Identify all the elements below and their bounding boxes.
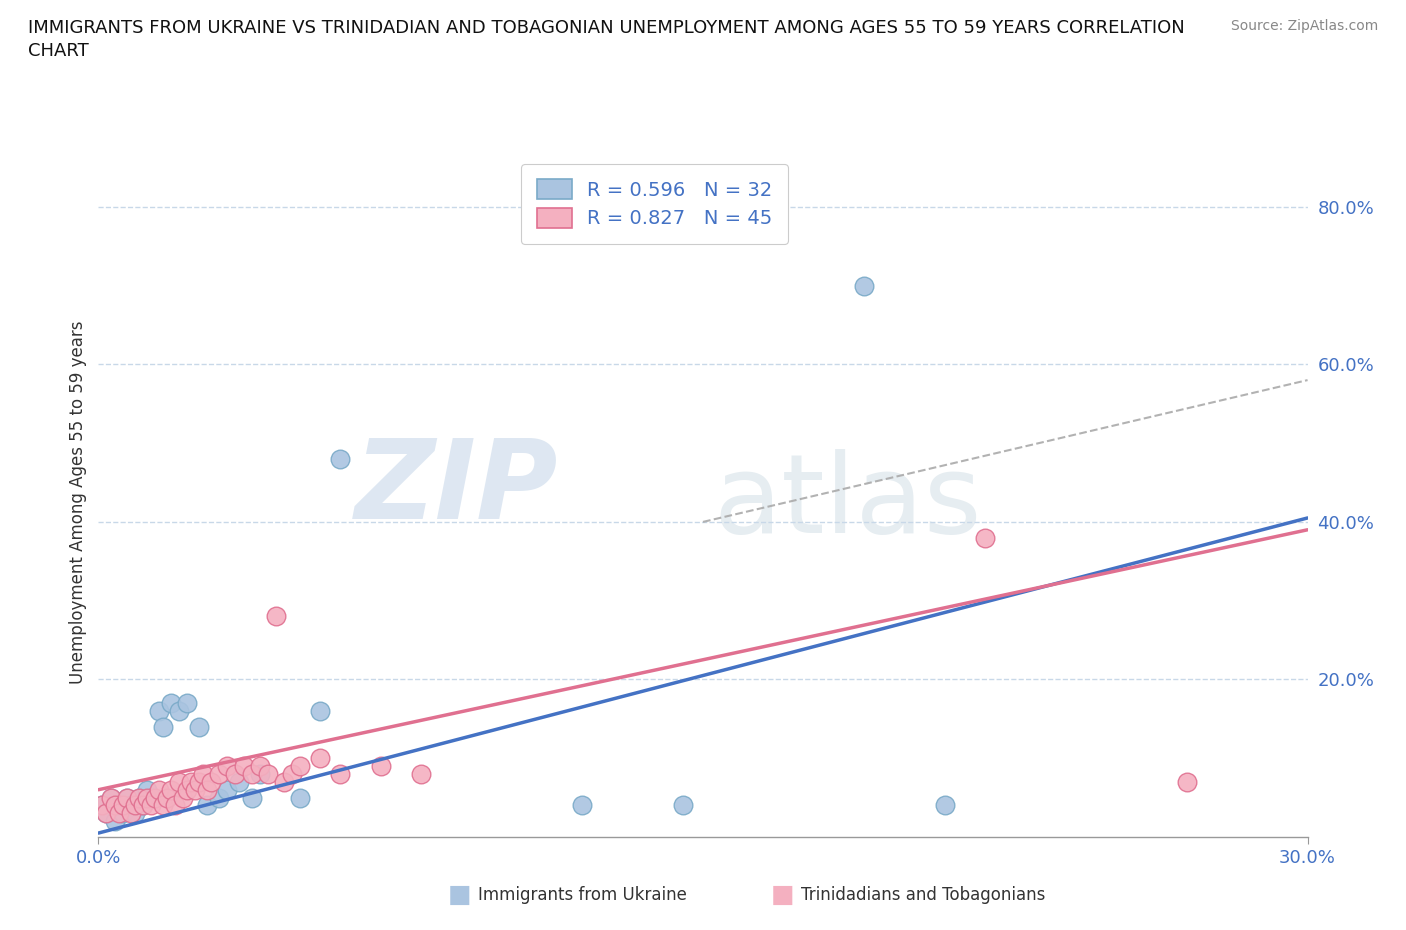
- Y-axis label: Unemployment Among Ages 55 to 59 years: Unemployment Among Ages 55 to 59 years: [69, 321, 87, 684]
- Point: [156, 790, 179, 805]
- Point: [96, 806, 118, 821]
- Point: [172, 790, 194, 805]
- Point: [176, 696, 198, 711]
- Point: [160, 696, 183, 711]
- Point: [249, 766, 271, 781]
- Point: [148, 703, 170, 718]
- Point: [228, 775, 250, 790]
- Point: [132, 798, 155, 813]
- Point: [139, 798, 162, 813]
- Point: [193, 766, 215, 781]
- Point: [128, 790, 150, 805]
- Point: [115, 790, 138, 805]
- Point: [217, 782, 239, 797]
- Point: [934, 798, 956, 813]
- Point: [103, 814, 125, 829]
- Point: [91, 798, 114, 813]
- Point: [91, 798, 114, 813]
- Text: Trinidadians and Tobagonians: Trinidadians and Tobagonians: [801, 885, 1046, 904]
- Point: [281, 766, 304, 781]
- Point: [240, 790, 263, 805]
- Point: [249, 759, 271, 774]
- Text: ■: ■: [447, 883, 471, 907]
- Point: [309, 751, 332, 765]
- Point: [160, 782, 183, 797]
- Point: [974, 530, 997, 545]
- Point: [184, 782, 207, 797]
- Point: [103, 798, 125, 813]
- Point: [152, 798, 174, 813]
- Point: [143, 790, 166, 805]
- Point: [107, 806, 129, 821]
- Point: [195, 798, 218, 813]
- Point: [195, 782, 218, 797]
- Point: [188, 775, 211, 790]
- Point: [115, 790, 138, 805]
- Point: [152, 719, 174, 734]
- Point: [217, 759, 239, 774]
- Point: [853, 278, 876, 293]
- Text: ZIP: ZIP: [354, 435, 558, 542]
- Point: [96, 806, 118, 821]
- Point: [163, 798, 186, 813]
- Point: [124, 798, 146, 813]
- Point: [273, 775, 295, 790]
- Point: [188, 719, 211, 734]
- Point: [167, 775, 190, 790]
- Point: [148, 782, 170, 797]
- Point: [208, 790, 231, 805]
- Point: [200, 775, 222, 790]
- Text: Immigrants from Ukraine: Immigrants from Ukraine: [478, 885, 688, 904]
- Point: [111, 806, 134, 821]
- Point: [240, 766, 263, 781]
- Point: [107, 798, 129, 813]
- Point: [124, 806, 146, 821]
- Point: [1175, 775, 1198, 790]
- Point: [309, 703, 332, 718]
- Point: [264, 609, 287, 624]
- Point: [672, 798, 695, 813]
- Point: [329, 766, 352, 781]
- Point: [111, 798, 134, 813]
- Point: [167, 703, 190, 718]
- Text: Source: ZipAtlas.com: Source: ZipAtlas.com: [1230, 19, 1378, 33]
- Point: [329, 451, 352, 466]
- Point: [120, 806, 142, 821]
- Point: [100, 790, 122, 805]
- Point: [571, 798, 593, 813]
- Point: [256, 766, 278, 781]
- Text: atlas: atlas: [714, 448, 983, 556]
- Point: [132, 798, 155, 813]
- Point: [135, 790, 157, 805]
- Point: [100, 790, 122, 805]
- Point: [370, 759, 392, 774]
- Point: [128, 790, 150, 805]
- Point: [232, 759, 254, 774]
- Text: IMMIGRANTS FROM UKRAINE VS TRINIDADIAN AND TOBAGONIAN UNEMPLOYMENT AMONG AGES 55: IMMIGRANTS FROM UKRAINE VS TRINIDADIAN A…: [28, 19, 1185, 60]
- Point: [224, 766, 246, 781]
- Point: [288, 759, 311, 774]
- Text: ■: ■: [770, 883, 794, 907]
- Point: [135, 782, 157, 797]
- Point: [180, 775, 202, 790]
- Point: [176, 782, 198, 797]
- Point: [120, 798, 142, 813]
- Point: [409, 766, 432, 781]
- Point: [288, 790, 311, 805]
- Point: [139, 790, 162, 805]
- Point: [208, 766, 231, 781]
- Legend: R = 0.596   N = 32, R = 0.827   N = 45: R = 0.596 N = 32, R = 0.827 N = 45: [522, 164, 789, 244]
